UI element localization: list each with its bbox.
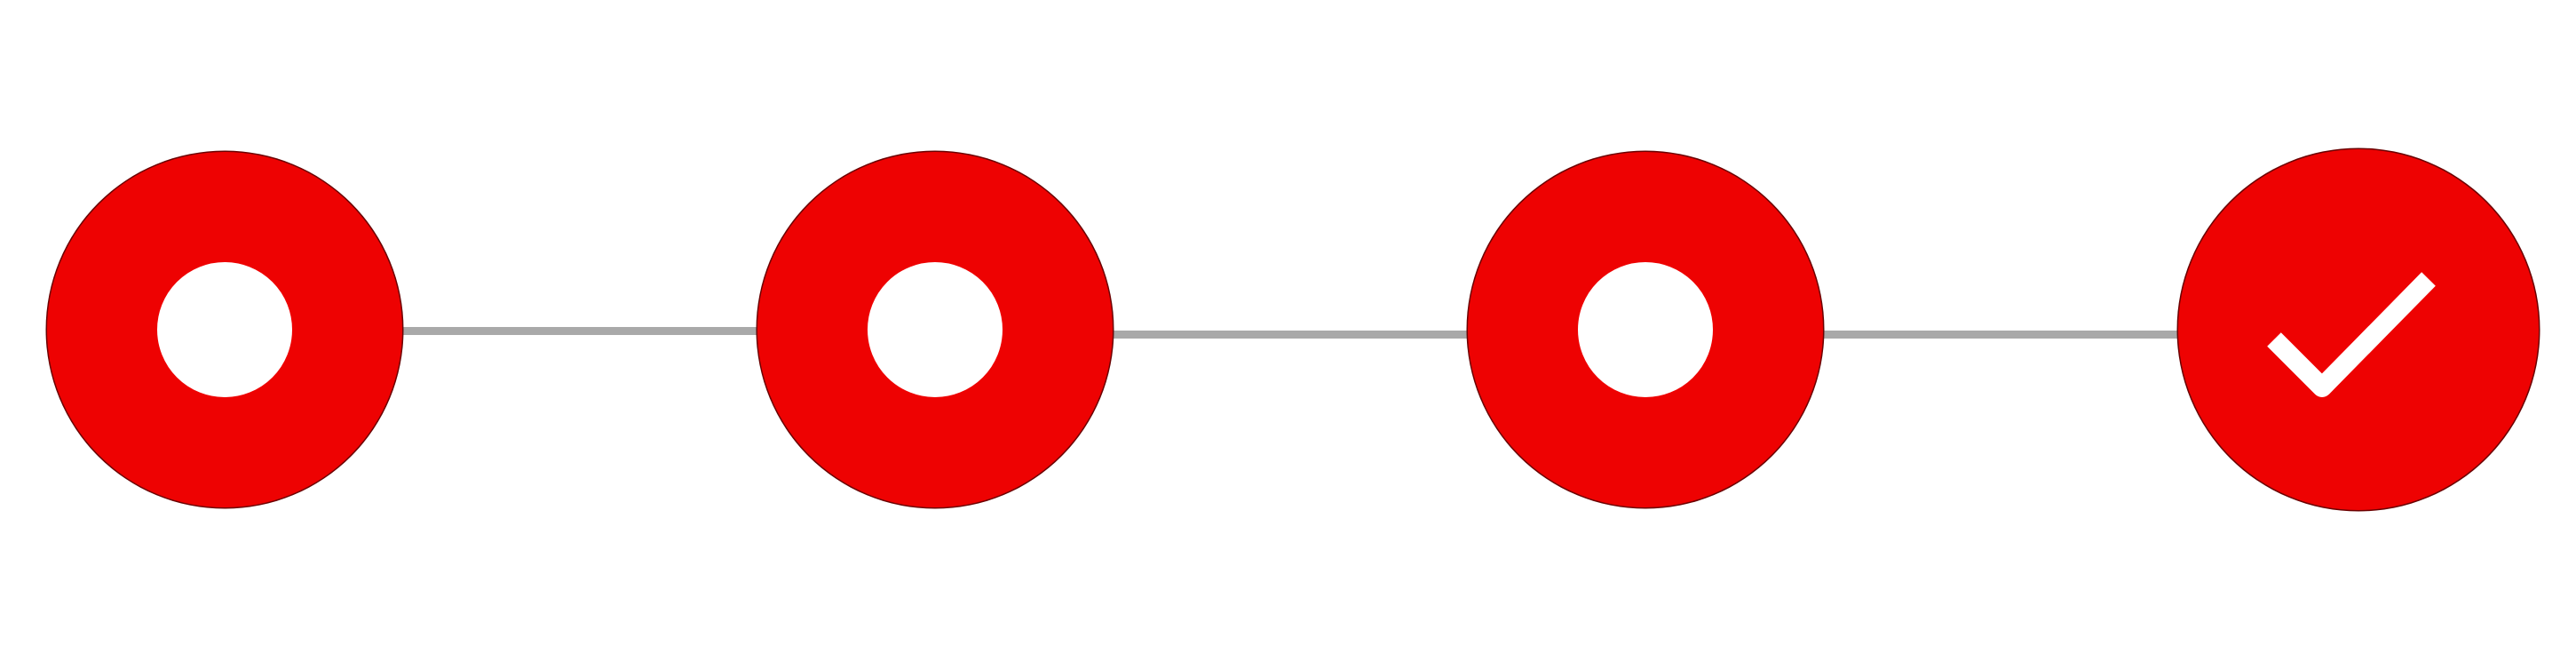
step-3-incomplete-ring-icon[interactable]: [1468, 152, 1823, 507]
step-connector-1: [400, 327, 759, 335]
step-1-incomplete-ring-icon[interactable]: [47, 152, 402, 507]
step-connector-3: [1822, 331, 2182, 339]
check-icon: [2267, 272, 2436, 397]
step-connector-2: [1112, 331, 1471, 339]
step-2-incomplete-ring-icon[interactable]: [757, 152, 1113, 507]
step-4-complete[interactable]: [2178, 149, 2539, 510]
